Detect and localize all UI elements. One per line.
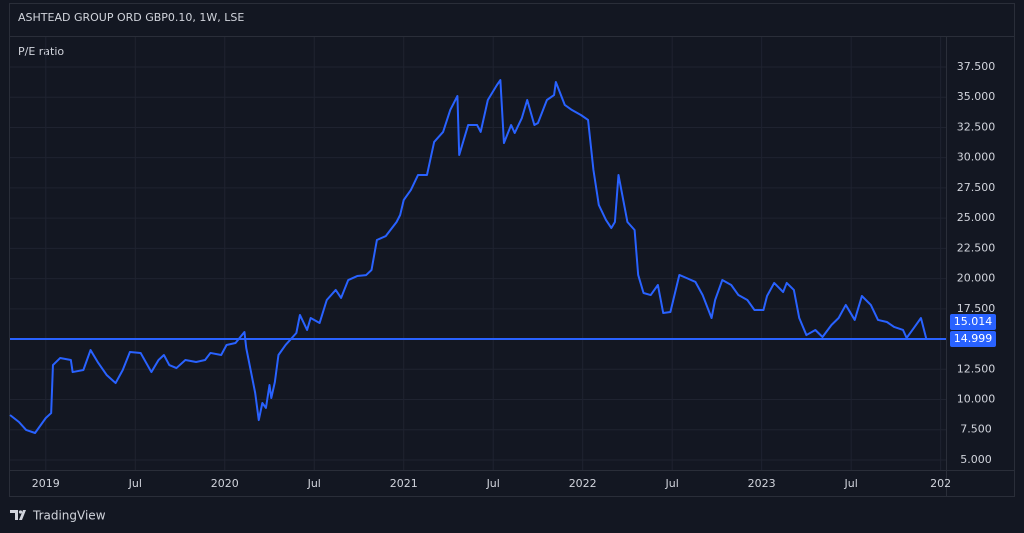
x-tick-label: 202 <box>930 477 951 490</box>
x-tick-label: Jul <box>486 477 500 490</box>
brand-logo <box>10 510 26 520</box>
last-value-box <box>950 314 996 331</box>
hline-label-box <box>950 331 996 348</box>
brand: TradingView <box>32 509 106 523</box>
x-tick-label: 2019 <box>32 477 60 490</box>
y-tick-label: 35.000 <box>957 90 996 103</box>
x-tick-label: Jul <box>128 477 142 490</box>
y-tick-label: 37.500 <box>957 60 996 73</box>
y-tick-label: 7.500 <box>960 423 992 436</box>
chart-title: ASHTEAD GROUP ORD GBP0.10, 1W, LSE <box>18 11 244 24</box>
pane-label: P/E ratio <box>18 45 64 58</box>
y-tick-label: 17.500 <box>957 302 996 315</box>
y-tick-label: 30.000 <box>957 151 996 164</box>
y-tick-label: 12.500 <box>957 362 996 375</box>
y-tick-label: 20.000 <box>957 272 996 285</box>
x-tick-label: Jul <box>844 477 858 490</box>
x-tick-label: 2022 <box>569 477 597 490</box>
hline-label: 14.999 <box>954 332 993 345</box>
y-tick-label: 27.500 <box>957 181 996 194</box>
y-tick-label: 5.000 <box>960 453 992 466</box>
series-line <box>9 79 928 434</box>
x-tick-label: Jul <box>665 477 679 490</box>
y-tick-label: 25.000 <box>957 211 996 224</box>
y-tick-label: 32.500 <box>957 120 996 133</box>
x-tick-label: Jul <box>307 477 321 490</box>
x-tick-label: 2020 <box>211 477 239 490</box>
x-tick-label: 2023 <box>748 477 776 490</box>
last-value-label: 15.014 <box>954 315 993 328</box>
frame <box>9 3 1015 497</box>
y-tick-label: 10.000 <box>957 393 996 406</box>
y-tick-label: 22.500 <box>957 241 996 254</box>
x-tick-label: 2021 <box>390 477 418 490</box>
